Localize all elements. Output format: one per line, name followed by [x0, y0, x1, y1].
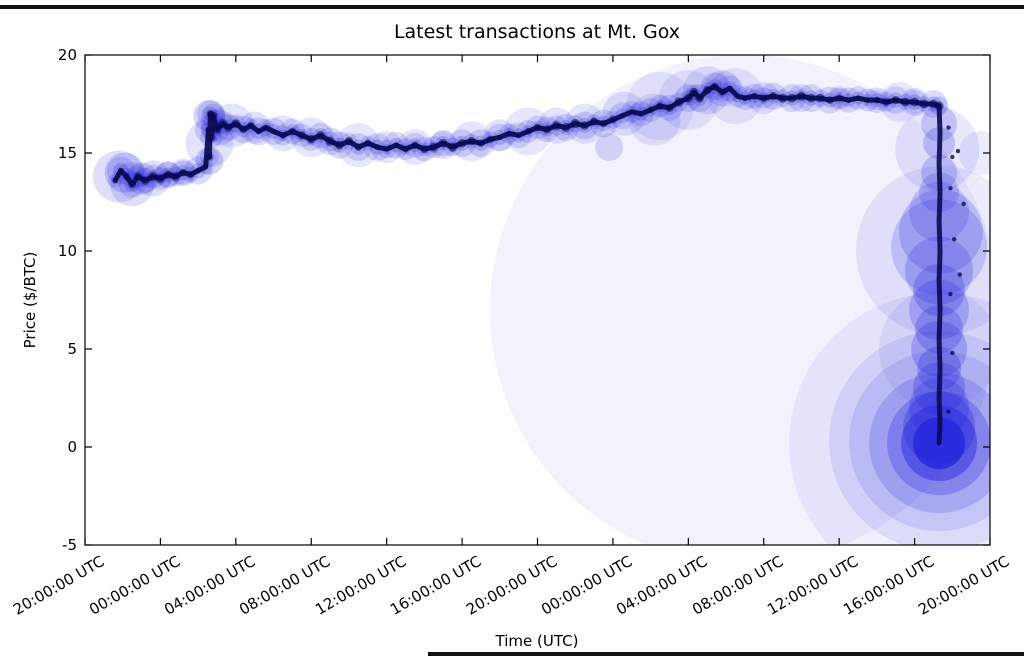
y-tick-label: 20 [57, 46, 77, 64]
transaction-bubble [595, 133, 624, 162]
stray-trade-dot [950, 154, 955, 160]
y-tick-label: 5 [67, 340, 77, 358]
stray-trade-dot [955, 148, 961, 154]
transaction-bubble [856, 166, 990, 336]
stray-trade-dot [951, 237, 957, 242]
stray-trade-dot [957, 272, 963, 277]
transaction-bubble [829, 331, 990, 545]
stray-trade-dot [950, 350, 955, 356]
transaction-bubble [958, 131, 990, 175]
y-tick-label: -5 [62, 536, 77, 554]
y-axis-label: Price ($/BTC) [21, 251, 39, 349]
x-axis-label: Time (UTC) [495, 632, 579, 650]
screenshot-top-edge [0, 5, 1024, 9]
stray-trade-dot [948, 186, 953, 191]
crash-track-line [936, 103, 943, 446]
stray-trade-dot [946, 409, 951, 414]
stray-trade-dot [948, 291, 953, 297]
screenshot-bottom-edge [428, 652, 1024, 656]
transaction-bubble [704, 70, 741, 107]
y-tick-label: 0 [67, 438, 77, 456]
y-tick-label: 10 [57, 242, 77, 260]
y-tick-label: 15 [57, 144, 77, 162]
transaction-bubble [879, 289, 990, 409]
stray-trade-dot [946, 125, 951, 130]
plot-area [92, 55, 990, 545]
transaction-bubble [489, 55, 990, 545]
stray-trade-dot [961, 201, 966, 207]
chart-title: Latest transactions at Mt. Gox [393, 21, 681, 43]
